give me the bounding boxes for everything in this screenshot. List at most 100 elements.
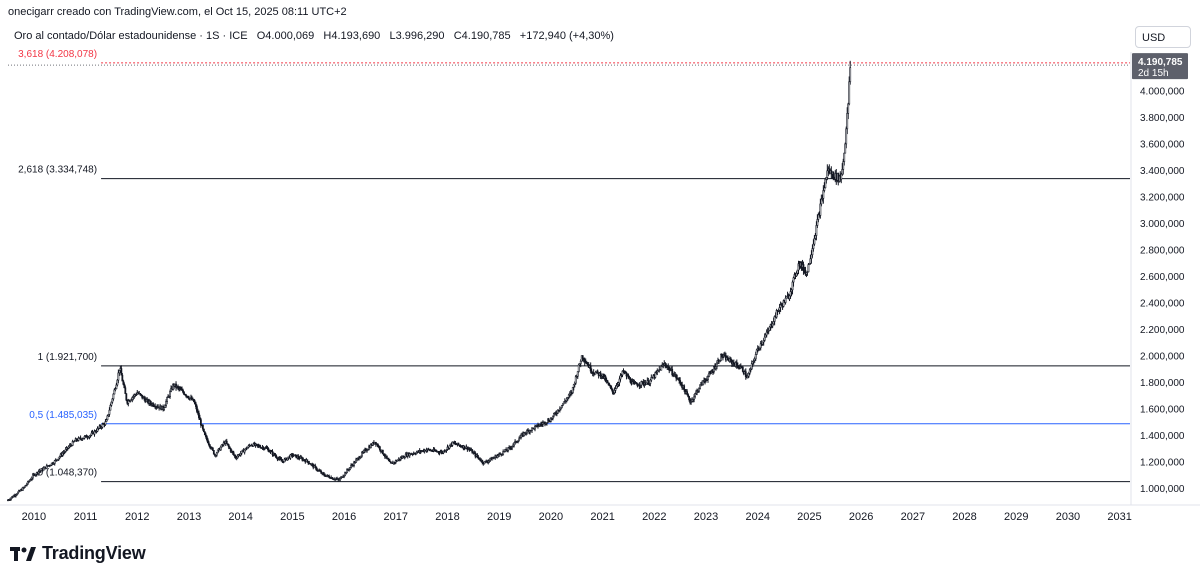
candle-body: [53, 460, 56, 464]
price-tick-label: 2.800,000: [1140, 246, 1185, 257]
candle-body: [845, 128, 848, 145]
price-tick-label: 3.000,000: [1140, 219, 1185, 230]
candle-body: [451, 441, 454, 446]
candle-body: [611, 388, 614, 393]
candle-body: [240, 450, 243, 454]
candle-body: [314, 465, 317, 468]
close-value: C4.190,785: [453, 30, 511, 42]
candle-body: [109, 405, 112, 411]
candle-body: [843, 152, 846, 162]
candle-body: [671, 368, 674, 376]
candle-body: [243, 449, 246, 453]
candle-body: [139, 393, 142, 395]
candle-body: [813, 238, 816, 245]
candle-body: [199, 419, 202, 426]
candle-body: [375, 441, 377, 445]
fib-level-label: 0,5 (1.485,035): [29, 410, 97, 421]
candle-body: [844, 143, 847, 154]
fib-level-label: 3,618 (4.208,078): [18, 49, 97, 60]
candle-body: [596, 370, 599, 373]
candle-body: [517, 440, 519, 443]
tradingview-logo-icon: [10, 546, 36, 561]
candle-body: [117, 372, 120, 381]
time-tick-label: 2024: [745, 511, 769, 523]
candle-body: [773, 315, 776, 322]
time-tick-label: 2015: [280, 511, 304, 523]
candle-body: [807, 264, 810, 273]
candle-body: [763, 336, 766, 341]
candle-body: [376, 443, 379, 447]
candle-body: [551, 415, 554, 419]
open-value: O4.000,069: [256, 30, 315, 42]
candle-body: [196, 406, 198, 412]
candle-body: [694, 393, 696, 398]
candle-body: [163, 407, 166, 410]
candle-body: [104, 421, 107, 425]
candle-body: [699, 384, 701, 389]
candle-body: [378, 446, 381, 451]
candle-body: [795, 272, 798, 277]
candle-body: [581, 355, 584, 359]
price-tick-label: 1.200,000: [1140, 458, 1185, 469]
candle-body: [560, 405, 563, 409]
candle-body: [201, 424, 204, 430]
candle-body: [127, 400, 130, 404]
candle-body: [772, 321, 775, 325]
candle-body: [654, 372, 657, 378]
candle-body: [355, 459, 357, 463]
currency-selector[interactable]: USD: [1135, 26, 1191, 48]
candle-body: [607, 382, 610, 386]
candle-body: [791, 281, 794, 291]
candle-body: [604, 376, 607, 382]
candle-body: [599, 372, 602, 378]
candle-body: [205, 436, 208, 441]
candle-body: [275, 455, 278, 459]
candle-body: [228, 446, 231, 449]
candle-body: [166, 397, 168, 402]
time-tick-label: 2014: [228, 511, 252, 523]
change-value: +172,940 (+4,30%): [519, 30, 614, 42]
candle-body: [576, 371, 579, 377]
candle-body: [165, 401, 167, 406]
time-tick-label: 2029: [1004, 511, 1028, 523]
candle-body: [118, 370, 121, 374]
time-tick-label: 2011: [74, 511, 98, 523]
candle-body: [212, 450, 215, 455]
candle-body: [149, 400, 152, 404]
candle-body: [579, 360, 582, 364]
candle-body: [816, 219, 819, 226]
candle-body: [574, 376, 577, 384]
candle-body: [771, 323, 774, 327]
candle-body: [627, 375, 630, 379]
candle-body: [788, 295, 791, 300]
candle-body: [629, 377, 632, 383]
candle-body: [698, 388, 700, 392]
candle-body: [675, 374, 678, 379]
candle-body: [101, 423, 104, 428]
time-tick-label: 2012: [125, 511, 149, 523]
symbol-name[interactable]: Oro al contado/Dólar estadounidense · 1S…: [14, 30, 248, 42]
candle-body: [199, 417, 201, 420]
tradingview-logo[interactable]: TradingView: [10, 543, 146, 564]
candle-body: [225, 440, 228, 444]
price-tick-label: 2.400,000: [1140, 299, 1185, 310]
candle-body: [606, 380, 609, 383]
time-tick-label: 2013: [177, 511, 201, 523]
low-value: L3.996,290: [389, 30, 445, 42]
candle-body: [90, 432, 93, 436]
candle-body: [840, 173, 843, 180]
candle-body: [526, 429, 528, 434]
candle-body: [491, 458, 494, 461]
candle-body: [796, 269, 799, 274]
candle-body: [736, 365, 739, 368]
candle-body: [660, 366, 663, 371]
candle-body: [17, 491, 19, 495]
candle-body: [31, 474, 34, 479]
candle-body: [267, 448, 270, 452]
candle-body: [812, 243, 815, 249]
candle-body: [129, 400, 132, 402]
candlestick-series: [7, 60, 852, 502]
candle-body: [292, 455, 295, 457]
candle-body: [77, 437, 80, 441]
